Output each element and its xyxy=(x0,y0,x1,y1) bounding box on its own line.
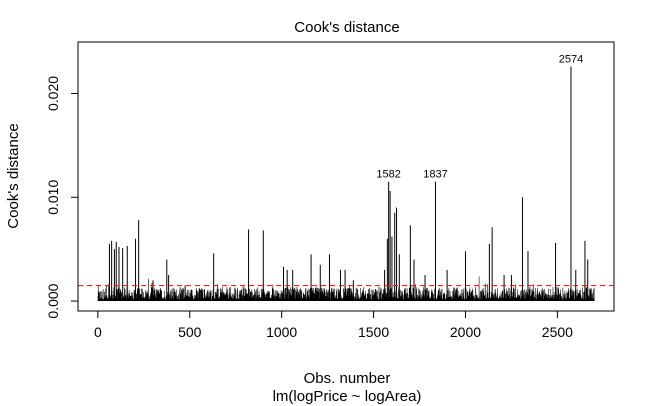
bars-group xyxy=(97,276,595,302)
baseline-bars xyxy=(97,276,595,302)
point-label: 1837 xyxy=(423,169,447,181)
x-tick-label: 2500 xyxy=(542,324,573,340)
x-tick-label: 2000 xyxy=(450,324,481,340)
x-axis: 0 500 1000 1500 2000 2500 xyxy=(94,310,573,340)
point-label: 1582 xyxy=(376,169,400,181)
y-tick-label: 0.000 xyxy=(45,283,61,318)
chart-title: Cook's distance xyxy=(294,19,399,36)
spikes-group xyxy=(108,66,589,302)
x-tick-label: 1000 xyxy=(266,324,297,340)
x-axis-label: Obs. number xyxy=(304,370,391,387)
x-tick-label: 0 xyxy=(94,324,102,340)
y-axis: 0.000 0.010 0.020 xyxy=(45,76,79,319)
point-labels: 1582 1837 2574 xyxy=(376,53,583,180)
model-subtitle: lm(logPrice ~ logArea) xyxy=(273,388,422,405)
y-tick-label: 0.010 xyxy=(45,180,61,215)
x-tick-label: 500 xyxy=(178,324,202,340)
y-tick-label: 0.020 xyxy=(45,76,61,111)
x-tick-label: 1500 xyxy=(358,324,389,340)
point-label: 2574 xyxy=(559,53,583,65)
y-axis-label: Cook's distance xyxy=(5,123,22,228)
plot-frame xyxy=(77,41,615,312)
